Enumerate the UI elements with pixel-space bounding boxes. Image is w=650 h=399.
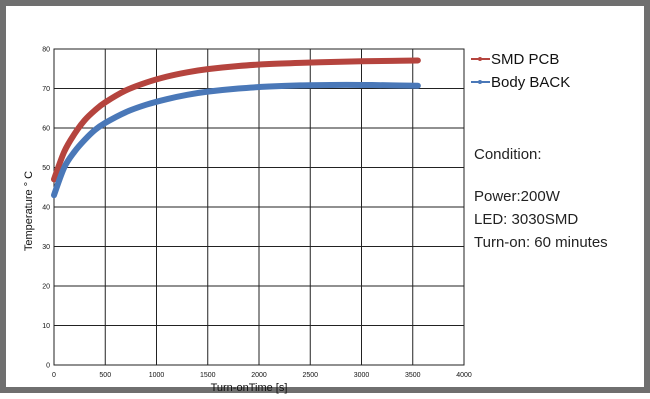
x-tick-label: 500 — [99, 372, 111, 379]
series-lines — [51, 57, 421, 199]
y-axis-label: Temperature ° C — [23, 171, 35, 251]
x-tick-label: 1000 — [149, 372, 165, 379]
legend-item-body-back: Body BACK — [471, 74, 570, 91]
x-tick-label: 2500 — [302, 372, 318, 379]
legend-marker-body-back — [478, 80, 482, 84]
x-tick-label: 2000 — [251, 372, 267, 379]
y-tick-label: 50 — [42, 165, 50, 172]
x-tick-label: 0 — [52, 372, 56, 379]
y-tick-labels: 0 10 20 30 40 50 60 70 80 — [42, 47, 50, 370]
y-tick-label: 60 — [42, 126, 50, 133]
legend-label-body-back: Body BACK — [491, 74, 570, 91]
x-tick-label: 4000 — [456, 372, 472, 379]
y-tick-label: 30 — [42, 244, 50, 251]
y-tick-label: 70 — [42, 86, 50, 93]
y-tick-label: 20 — [42, 284, 50, 291]
x-tick-label: 1500 — [200, 372, 216, 379]
x-tick-labels: 0 500 1000 1500 2000 2500 3000 3500 4000 — [52, 372, 472, 379]
temperature-chart: 0 500 1000 1500 2000 2500 3000 3500 4000 0 10 20 30… — [23, 47, 608, 395]
x-tick-label: 3500 — [405, 372, 421, 379]
condition-power: Power:200W — [474, 188, 561, 205]
x-axis-label: Turn-onTime [s] — [211, 382, 288, 394]
legend-label-smd-pcb: SMD PCB — [491, 51, 559, 68]
x-tick-label: 3000 — [354, 372, 370, 379]
legend-marker-smd-pcb — [478, 57, 482, 61]
y-tick-label: 10 — [42, 323, 50, 330]
condition-block: Condition: Power:200W LED: 3030SMD Turn-… — [474, 146, 608, 251]
legend-item-smd-pcb: SMD PCB — [471, 51, 559, 68]
legend: SMD PCB Body BACK — [471, 51, 570, 91]
series-line-smd-pcb — [51, 57, 421, 183]
condition-heading: Condition: — [474, 146, 542, 163]
condition-led: LED: 3030SMD — [474, 211, 578, 228]
series-line-body-back — [51, 81, 421, 199]
y-tick-label: 0 — [46, 363, 50, 370]
y-tick-label: 40 — [42, 205, 50, 212]
condition-turn-on: Turn-on: 60 minutes — [474, 234, 608, 251]
grid-lines — [54, 49, 464, 365]
y-tick-label: 80 — [42, 47, 50, 54]
